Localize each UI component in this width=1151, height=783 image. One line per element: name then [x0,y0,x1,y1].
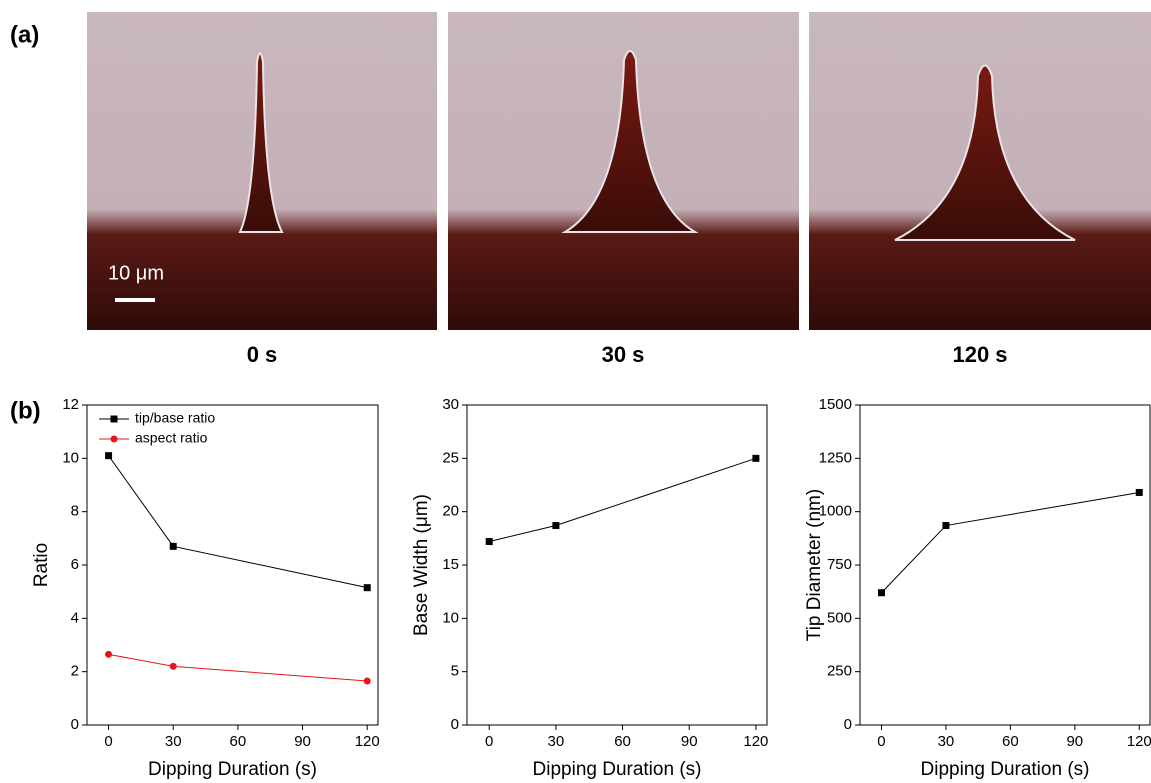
data-line [108,653,368,682]
y-tick-label: 750 [827,556,852,573]
y-tick-label: 20 [442,503,459,520]
x-tick-label: 0 [104,733,112,750]
legend-label: tip/base ratio [135,410,215,426]
panel-label: (a) [10,21,39,48]
data-point [1135,488,1143,496]
x-axis-label: Dipping Duration (s) [533,759,702,780]
caption: 30 s [602,342,645,367]
y-tick-label: 8 [71,503,79,520]
y-tick-label: 1250 [819,449,852,466]
scale-bar-label: 10 μm [108,262,164,284]
panel-label: (b) [10,397,41,424]
legend-marker [110,435,118,443]
micrograph [448,12,799,330]
y-tick-label: 6 [71,556,79,573]
y-tick-label: 5 [451,663,459,680]
x-tick-label: 60 [1002,733,1019,750]
data-point [105,650,113,658]
y-tick-label: 10 [442,609,459,626]
legend-label: aspect ratio [135,430,208,446]
data-point [942,522,950,530]
x-tick-label: 30 [165,733,182,750]
x-axis-label: Dipping Duration (s) [921,759,1090,780]
x-tick-label: 90 [1066,733,1083,750]
x-tick-label: 60 [230,733,247,750]
y-tick-label: 30 [442,396,459,413]
y-tick-label: 12 [62,396,79,413]
x-tick-label: 30 [548,733,565,750]
x-tick-label: 90 [681,733,698,750]
y-tick-label: 10 [62,449,79,466]
micrograph [87,12,437,330]
data-point [169,542,177,550]
y-axis-label: Base Width (μm) [411,494,432,636]
data-point [552,522,560,530]
x-tick-label: 90 [294,733,311,750]
x-tick-label: 30 [938,733,955,750]
plot-frame [86,404,379,726]
y-tick-label: 1500 [819,396,852,413]
data-line [489,457,757,543]
x-tick-label: 60 [614,733,631,750]
y-axis-label: Ratio [31,543,52,587]
data-point [105,452,113,460]
data-line [881,491,1140,594]
micrograph [809,12,1151,330]
x-tick-label: 0 [877,733,885,750]
y-tick-label: 0 [844,716,852,733]
data-point [752,454,760,462]
y-tick-label: 0 [71,716,79,733]
x-tick-label: 120 [1127,733,1151,750]
y-tick-label: 4 [71,609,79,626]
plot-frame [859,404,1151,726]
caption: 120 s [952,342,1007,367]
data-line [108,455,368,589]
plot-frame [466,404,768,726]
caption: 0 s [247,342,278,367]
data-point [363,677,371,685]
y-tick-label: 2 [71,663,79,680]
y-tick-label: 25 [442,449,459,466]
data-point [363,584,371,592]
y-tick-label: 1000 [819,503,852,520]
y-tick-label: 250 [827,663,852,680]
y-tick-label: 15 [442,556,459,573]
data-point [485,538,493,546]
data-point [169,662,177,670]
x-tick-label: 120 [355,733,380,750]
x-axis-label: Dipping Duration (s) [148,759,317,780]
legend-marker [110,415,118,423]
data-point [877,589,885,597]
y-axis-label: Tip Diameter (nm) [804,489,825,641]
y-tick-label: 500 [827,609,852,626]
x-tick-label: 0 [485,733,493,750]
y-tick-label: 0 [451,716,459,733]
x-tick-label: 120 [743,733,768,750]
